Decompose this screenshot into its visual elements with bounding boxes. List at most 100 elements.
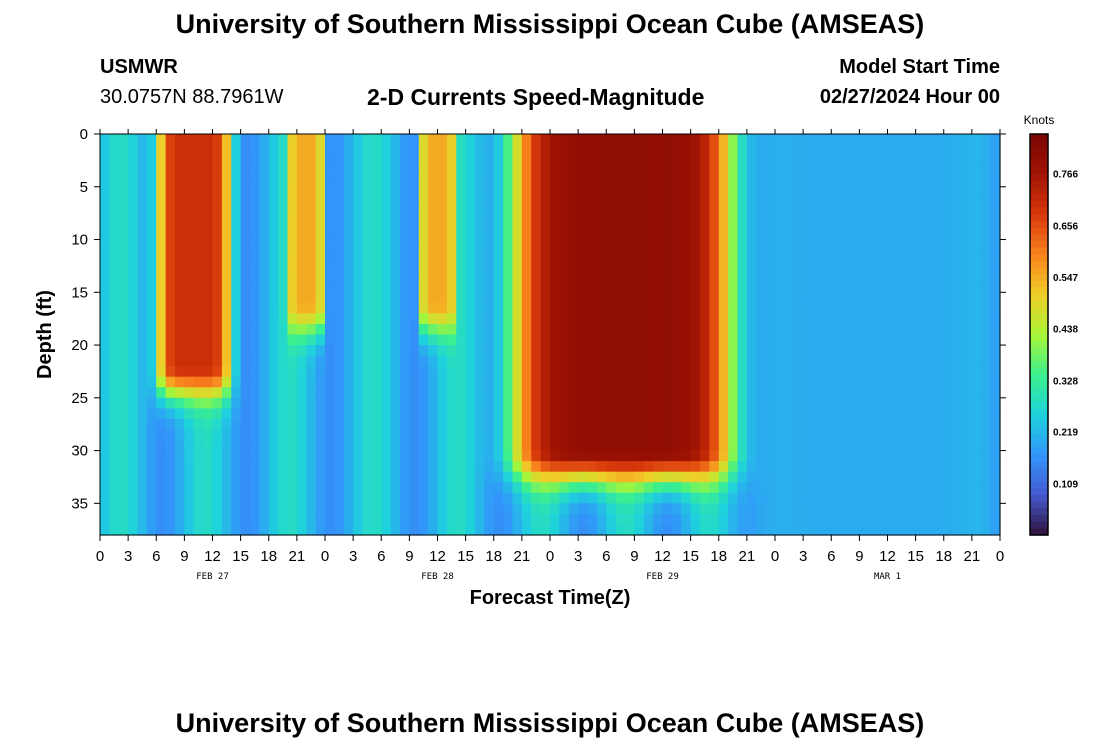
colorbar-segment: [1030, 401, 1048, 409]
heatmap-cell: [146, 387, 157, 399]
heatmap-cell: [184, 165, 195, 177]
heatmap-cell: [278, 471, 289, 483]
heatmap-cell: [840, 313, 851, 325]
heatmap-cell: [437, 450, 448, 462]
heatmap-cell: [100, 524, 110, 536]
heatmap-cell: [812, 408, 823, 420]
heatmap-cell: [343, 271, 354, 283]
heatmap-cell: [540, 366, 551, 378]
heatmap-cell: [559, 376, 570, 388]
heatmap-cell: [484, 155, 495, 167]
heatmap-cell: [325, 440, 335, 452]
y-tick-label: 0: [80, 126, 88, 143]
heatmap-cell: [390, 387, 401, 399]
heatmap-cell: [231, 345, 242, 357]
heatmap-cell: [456, 366, 467, 378]
heatmap-cell: [418, 260, 429, 272]
heatmap-cell: [428, 429, 439, 441]
heatmap-cell: [990, 250, 1001, 262]
heatmap-cell: [137, 397, 148, 409]
heatmap-cell: [409, 513, 420, 526]
colorbar-segment: [1030, 160, 1048, 169]
heatmap-cell: [353, 228, 364, 241]
heatmap-cell: [812, 176, 823, 188]
heatmap-cell: [765, 376, 776, 388]
heatmap-cell: [671, 418, 682, 431]
heatmap-cell: [428, 260, 439, 272]
heatmap-cell: [728, 281, 739, 293]
heatmap-cell: [962, 218, 973, 230]
heatmap-cell: [746, 524, 757, 536]
heatmap-cell: [278, 524, 289, 536]
y-tick-label: 30: [71, 443, 88, 460]
heatmap-cell: [512, 408, 523, 420]
colorbar-segment: [1030, 481, 1048, 489]
heatmap-cell: [493, 418, 504, 431]
heatmap-cell: [568, 492, 579, 504]
heatmap-cell: [700, 334, 710, 346]
heatmap-cell: [643, 155, 654, 167]
heatmap-cell: [250, 313, 260, 325]
heatmap-cell: [775, 155, 785, 167]
heatmap-cell: [296, 228, 307, 241]
heatmap-cell: [775, 144, 785, 156]
heatmap-cell: [550, 345, 560, 357]
heatmap-cell: [793, 250, 804, 262]
heatmap-cell: [981, 292, 992, 304]
heatmap-cell: [990, 155, 1001, 167]
heatmap-cell: [934, 271, 945, 283]
heatmap-cell: [493, 513, 504, 526]
heatmap-cell: [212, 323, 223, 336]
heatmap-cell: [334, 376, 345, 388]
colorbar-segment: [1030, 294, 1048, 302]
heatmap-cell: [653, 186, 664, 198]
heatmap-cell: [118, 218, 129, 230]
y-axis-label: Depth (ft): [34, 290, 56, 379]
heatmap-cell: [400, 461, 410, 473]
heatmap-cell: [831, 471, 842, 483]
heatmap-cell: [278, 503, 289, 515]
heatmap-cell: [353, 292, 364, 304]
heatmap-cell: [362, 218, 373, 230]
heatmap-cell: [746, 176, 757, 188]
heatmap-cell: [418, 461, 429, 473]
heatmap-cell: [175, 197, 185, 209]
heatmap-cell: [765, 429, 776, 441]
heatmap-cell: [353, 513, 364, 526]
heatmap-cell: [296, 492, 307, 504]
heatmap-cell: [934, 260, 945, 272]
heatmap-cell: [409, 450, 420, 462]
heatmap-cell: [896, 186, 907, 198]
heatmap-cell: [531, 513, 542, 526]
heatmap-cell: [653, 376, 664, 388]
heatmap-cell: [353, 165, 364, 177]
heatmap-cell: [775, 492, 785, 504]
heatmap-cell: [100, 418, 110, 431]
heatmap-cell: [390, 492, 401, 504]
heatmap-cell: [278, 376, 289, 388]
heatmap-cell: [259, 313, 270, 325]
heatmap-cell: [728, 334, 739, 346]
heatmap-cell: [231, 260, 242, 272]
heatmap-cell: [390, 376, 401, 388]
heatmap-cell: [165, 461, 176, 473]
x-tick-label: 12: [879, 548, 896, 565]
colorbar-tick-label: 0.438: [1053, 324, 1078, 335]
heatmap-cell: [118, 134, 129, 146]
heatmap-cell: [400, 524, 410, 536]
heatmap-cell: [109, 228, 120, 241]
heatmap-cell: [850, 334, 860, 346]
heatmap-cell: [306, 429, 317, 441]
heatmap-cell: [925, 450, 935, 462]
heatmap-cell: [493, 450, 504, 462]
colorbar-tick-label: 0.219: [1053, 428, 1078, 439]
heatmap-cell: [175, 218, 185, 230]
heatmap-cell: [465, 144, 476, 156]
heatmap-cell: [793, 482, 804, 494]
heatmap-cell: [756, 165, 767, 177]
heatmap-cell: [878, 260, 889, 272]
heatmap-cell: [878, 513, 889, 526]
heatmap-cell: [859, 271, 870, 283]
heatmap-cell: [925, 165, 935, 177]
heatmap-cell: [784, 144, 795, 156]
